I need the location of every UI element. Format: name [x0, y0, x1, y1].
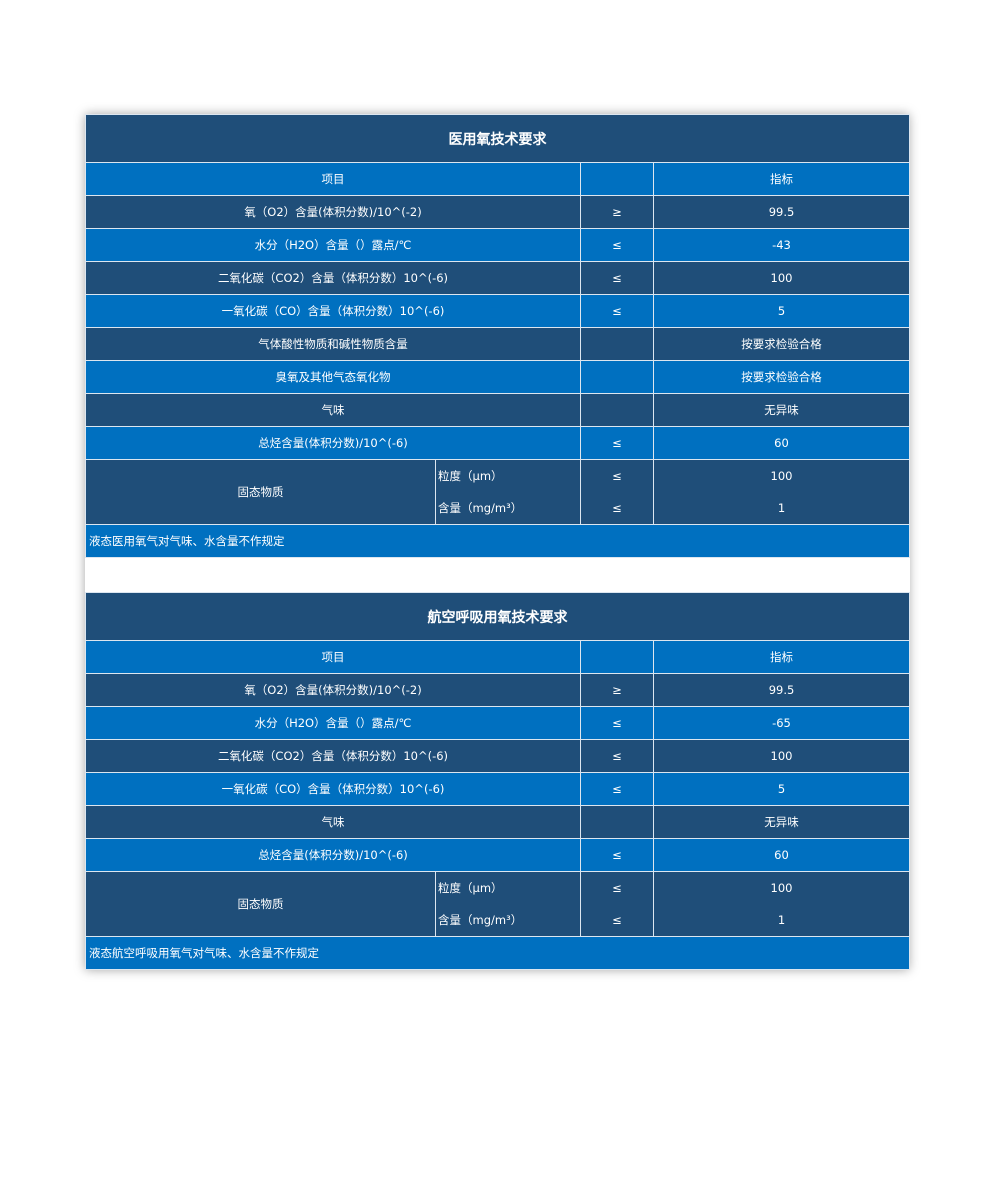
row-symbol: ≤ [580, 228, 654, 262]
table-row: 水分（H2O）含量（）露点/℃ ≤ -65 [85, 706, 910, 740]
table-title: 医用氧技术要求 [85, 114, 910, 163]
row-symbol [580, 805, 654, 839]
row-item: 一氧化碳（CO）含量（体积分数）10^(-6) [85, 294, 581, 328]
sub-item: 粒度（μm） [435, 871, 581, 904]
table-row: 氧（O2）含量(体积分数)/10^(-2) ≥99.5 [85, 673, 910, 707]
row-item: 二氧化碳（CO2）含量（体积分数）10^(-6) [85, 739, 581, 773]
row-item: 臭氧及其他气态氧化物 [85, 360, 581, 394]
table-row: 总烃含量(体积分数)/10^(-6) ≤60 [85, 838, 910, 872]
table-row: 氧（O2）含量(体积分数)/10^(-2) ≥99.5 [85, 195, 910, 229]
header-value: 指标 [653, 162, 910, 196]
row-value: 100 [653, 459, 910, 492]
row-value: 1 [653, 492, 910, 525]
row-symbol: ≤ [580, 772, 654, 806]
table-row: 水分（H2O）含量（）露点/℃ ≤ -43 [85, 228, 910, 262]
row-symbol: ≤ [580, 261, 654, 295]
row-item: 氧（O2）含量(体积分数)/10^(-2) [85, 195, 581, 229]
row-item: 水分（H2O）含量（）露点/℃ [85, 706, 581, 740]
row-value: 100 [653, 261, 910, 295]
table-note: 液态医用氧气对气味、水含量不作规定 [85, 524, 910, 558]
header-symbol [580, 162, 654, 196]
table-row: 气味 无异味 [85, 805, 910, 839]
header-item: 项目 [85, 640, 581, 674]
table-title: 航空呼吸用氧技术要求 [85, 592, 910, 641]
row-value: -43 [653, 228, 910, 262]
row-item: 总烃含量(体积分数)/10^(-6) [85, 838, 581, 872]
row-symbol: ≤ [580, 739, 654, 773]
row-item: 一氧化碳（CO）含量（体积分数）10^(-6) [85, 772, 581, 806]
row-item: 气体酸性物质和碱性物质含量 [85, 327, 581, 361]
row-value: -65 [653, 706, 910, 740]
sub-item: 含量（mg/m³） [435, 492, 581, 525]
row-value: 无异味 [653, 805, 910, 839]
row-value: 1 [653, 904, 910, 937]
table-row: 含量（mg/m³） ≤1 [86, 904, 910, 937]
row-value: 100 [653, 739, 910, 773]
table-row: 一氧化碳（CO）含量（体积分数）10^(-6) ≤5 [85, 294, 910, 328]
row-symbol [580, 360, 654, 394]
sub-item: 粒度（μm） [435, 459, 581, 492]
row-symbol: ≤ [580, 459, 654, 492]
table-row: 二氧化碳（CO2）含量（体积分数）10^(-6) ≤100 [85, 261, 910, 295]
row-symbol [580, 393, 654, 427]
row-value: 5 [653, 772, 910, 806]
row-item: 气味 [85, 805, 581, 839]
spec-sheet: 医用氧技术要求 项目 指标 氧（O2）含量(体积分数)/10^(-2) ≥99.5 水分（… [85, 114, 910, 970]
row-item: 固态物质 [85, 871, 436, 937]
table-row: 一氧化碳（CO）含量（体积分数）10^(-6) ≤5 [85, 772, 910, 806]
spacer [85, 557, 910, 593]
sub-item: 含量（mg/m³） [435, 904, 581, 937]
row-symbol: ≤ [580, 426, 654, 460]
table-row: 二氧化碳（CO2）含量（体积分数）10^(-6) ≤100 [85, 739, 910, 773]
row-symbol: ≤ [580, 294, 654, 328]
row-symbol: ≥ [580, 195, 654, 229]
table-note: 液态航空呼吸用氧气对气味、水含量不作规定 [85, 936, 910, 970]
row-value: 60 [653, 426, 910, 460]
row-symbol: ≤ [580, 838, 654, 872]
table-row: 固态物质 粒度（μm） ≤100 [85, 459, 910, 525]
row-item: 总烃含量(体积分数)/10^(-6) [85, 426, 581, 460]
row-symbol: ≥ [580, 673, 654, 707]
header-item: 项目 [85, 162, 581, 196]
table-row: 气体酸性物质和碱性物质含量 按要求检验合格 [85, 327, 910, 361]
header-value: 指标 [653, 640, 910, 674]
row-value: 60 [653, 838, 910, 872]
table-row: 总烃含量(体积分数)/10^(-6) ≤60 [85, 426, 910, 460]
row-value: 按要求检验合格 [653, 360, 910, 394]
row-value: 99.5 [653, 673, 910, 707]
table-row: 含量（mg/m³） ≤1 [86, 492, 910, 525]
row-symbol: ≤ [580, 871, 654, 904]
spec-table: 医用氧技术要求 项目 指标 氧（O2）含量(体积分数)/10^(-2) ≥99.5 水分（… [85, 114, 910, 970]
row-value: 无异味 [653, 393, 910, 427]
row-symbol [580, 327, 654, 361]
row-value: 100 [653, 871, 910, 904]
row-item: 水分（H2O）含量（）露点/℃ [85, 228, 581, 262]
row-value: 按要求检验合格 [653, 327, 910, 361]
table-row: 臭氧及其他气态氧化物 按要求检验合格 [85, 360, 910, 394]
row-item: 气味 [85, 393, 581, 427]
row-value: 5 [653, 294, 910, 328]
row-item: 氧（O2）含量(体积分数)/10^(-2) [85, 673, 581, 707]
row-item: 固态物质 [85, 459, 436, 525]
row-item: 二氧化碳（CO2）含量（体积分数）10^(-6) [85, 261, 581, 295]
row-symbol: ≤ [580, 492, 654, 525]
row-value: 99.5 [653, 195, 910, 229]
table-row: 气味 无异味 [85, 393, 910, 427]
header-symbol [580, 640, 654, 674]
row-symbol: ≤ [580, 904, 654, 937]
row-symbol: ≤ [580, 706, 654, 740]
table-row: 固态物质 粒度（μm） ≤100 [85, 871, 910, 937]
